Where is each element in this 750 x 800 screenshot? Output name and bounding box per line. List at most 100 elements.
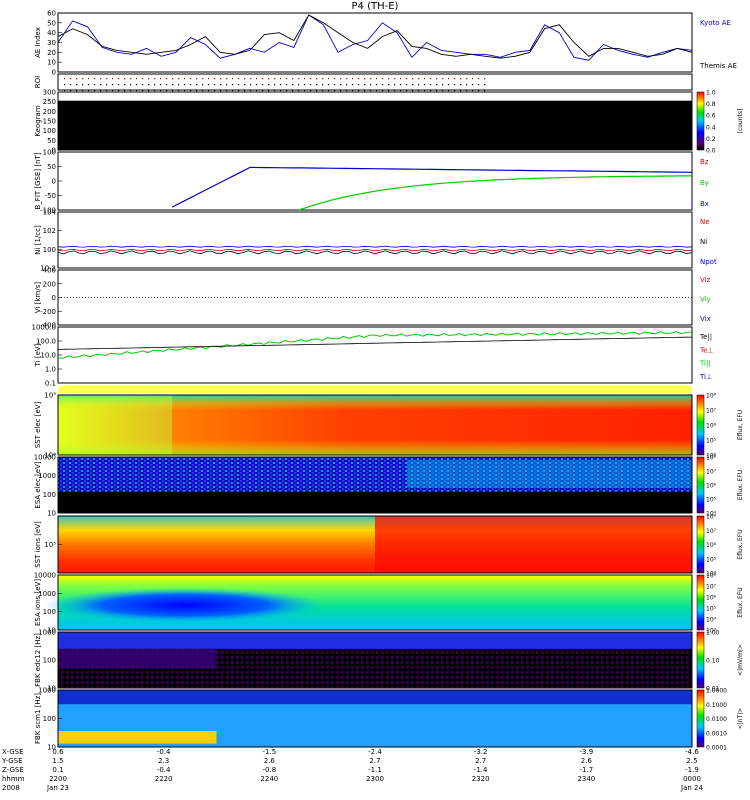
roi-dot xyxy=(310,84,312,86)
roi-dot xyxy=(76,90,78,92)
colorbar-label: <|nT|> xyxy=(737,708,744,730)
roi-dot xyxy=(178,90,180,92)
legend-viz: Viz xyxy=(700,276,711,284)
roi-dot xyxy=(172,90,174,92)
colorbar-tick: 1.0000 xyxy=(706,688,727,695)
y-axis-label: Ni [1/cc] xyxy=(34,225,42,255)
x-axis-value: 2220 xyxy=(155,775,173,783)
roi-dot xyxy=(88,78,90,80)
x-axis-value: -3.9 xyxy=(579,748,593,756)
y-tick-label: 100 xyxy=(43,246,56,254)
x-axis-value: 2.7 xyxy=(475,757,486,765)
y-tick-label: 1.0 xyxy=(45,366,56,374)
y-tick-label: 30 xyxy=(47,39,56,47)
roi-dot xyxy=(124,84,126,86)
legend-kyoto-ae: Kyoto AE xyxy=(700,19,731,27)
roi-dot xyxy=(256,78,258,80)
y-tick-label: 50 xyxy=(47,163,56,171)
roi-dot xyxy=(472,90,474,92)
colorbar-tick: 1.0 xyxy=(706,90,716,97)
sst-elec-start xyxy=(58,395,173,455)
roi-dot xyxy=(166,84,168,86)
roi-dot xyxy=(484,84,486,86)
roi-dot xyxy=(394,84,396,86)
roi-dot xyxy=(298,84,300,86)
y-tick-label: 100 xyxy=(43,149,56,157)
roi-dot xyxy=(430,90,432,92)
x-axis-value: 2240 xyxy=(260,775,278,783)
roi-dot xyxy=(250,84,252,86)
roi-dot xyxy=(136,84,138,86)
panel-1: ROI xyxy=(34,73,693,92)
roi-dot xyxy=(352,84,354,86)
roi-dot xyxy=(388,78,390,80)
series-npot xyxy=(57,245,693,248)
y-tick-label: 0 xyxy=(52,69,56,77)
y-tick-label: -50 xyxy=(45,192,56,200)
roi-dot xyxy=(400,90,402,92)
roi-dot xyxy=(424,84,426,86)
y-tick-label: 10⁵ xyxy=(44,541,56,549)
roi-dot xyxy=(64,90,66,92)
panel-6: Ti [eV] 0.1 1.0 10.0 100.0 1000.0 Te|| Te⊥ Ti|| T… xyxy=(32,324,714,388)
roi-dot xyxy=(322,90,324,92)
roi-dot xyxy=(316,78,318,80)
panel-12: FBK scm1 [Hz] 10 100 1000 0.0001 0.0010 0.0100… xyxy=(34,687,744,752)
sst-ions-late xyxy=(375,516,692,573)
roi-dot xyxy=(88,84,90,86)
colorbar-label: <|mV/m|> xyxy=(737,644,744,676)
colorbar-tick: 10⁶ xyxy=(706,595,717,602)
roi-dot xyxy=(100,78,102,80)
roi-dot xyxy=(214,90,216,92)
series-ne xyxy=(57,248,693,252)
x-axis-value: -2.4 xyxy=(368,748,382,756)
colorbar-tick: 10⁸ xyxy=(706,573,717,580)
y-tick-label: 0.1 xyxy=(45,380,56,388)
legend-ni: Ni xyxy=(700,238,707,246)
roi-dot xyxy=(94,78,96,80)
roi-dot xyxy=(238,84,240,86)
y-tick-label: 1000.0 xyxy=(32,324,57,332)
colorbar-tick: 0.0001 xyxy=(706,745,727,752)
roi-dot xyxy=(82,84,84,86)
roi-dot xyxy=(298,90,300,92)
roi-dot xyxy=(298,78,300,80)
y-tick-label: 10000 xyxy=(34,454,56,462)
roi-dot xyxy=(112,78,114,80)
roi-dot xyxy=(370,90,372,92)
roi-dot xyxy=(286,90,288,92)
roi-dot xyxy=(370,78,372,80)
legend-ti-: Ti⊥ xyxy=(699,373,712,381)
roi-dot xyxy=(220,84,222,86)
x-axis-value: 2320 xyxy=(472,775,490,783)
roi-dot xyxy=(280,84,282,86)
roi-dot xyxy=(154,90,156,92)
roi-dot xyxy=(220,90,222,92)
roi-dot xyxy=(76,84,78,86)
roi-dot xyxy=(400,78,402,80)
colorbar-tick: 0.1000 xyxy=(706,702,727,709)
y-tick-label: 10.0 xyxy=(40,352,56,360)
colorbar-tick: 10⁷ xyxy=(706,528,717,535)
roi-dot xyxy=(208,84,210,86)
fbk-edc-mid xyxy=(58,648,217,669)
roi-dot xyxy=(160,78,162,80)
roi-dot xyxy=(406,84,408,86)
roi-dot xyxy=(406,78,408,80)
y-tick-label: 50 xyxy=(47,19,56,27)
panel-frame xyxy=(57,574,693,631)
series-themis-ae xyxy=(57,14,693,59)
y-tick-label: 10 xyxy=(47,510,56,518)
esa-elec-late xyxy=(406,459,692,488)
roi-dot xyxy=(184,90,186,92)
y-tick-label: 10 xyxy=(47,59,56,67)
x-axis-row-label: Z-GSE xyxy=(2,766,24,774)
roi-dot xyxy=(466,90,468,92)
roi-dot xyxy=(394,90,396,92)
panel-frame xyxy=(57,269,693,326)
roi-dot xyxy=(286,84,288,86)
legend-te-: Te|| xyxy=(699,333,712,341)
legend-npot: Npot xyxy=(700,258,717,266)
y-axis-label: SST elec [eV] xyxy=(34,401,42,448)
